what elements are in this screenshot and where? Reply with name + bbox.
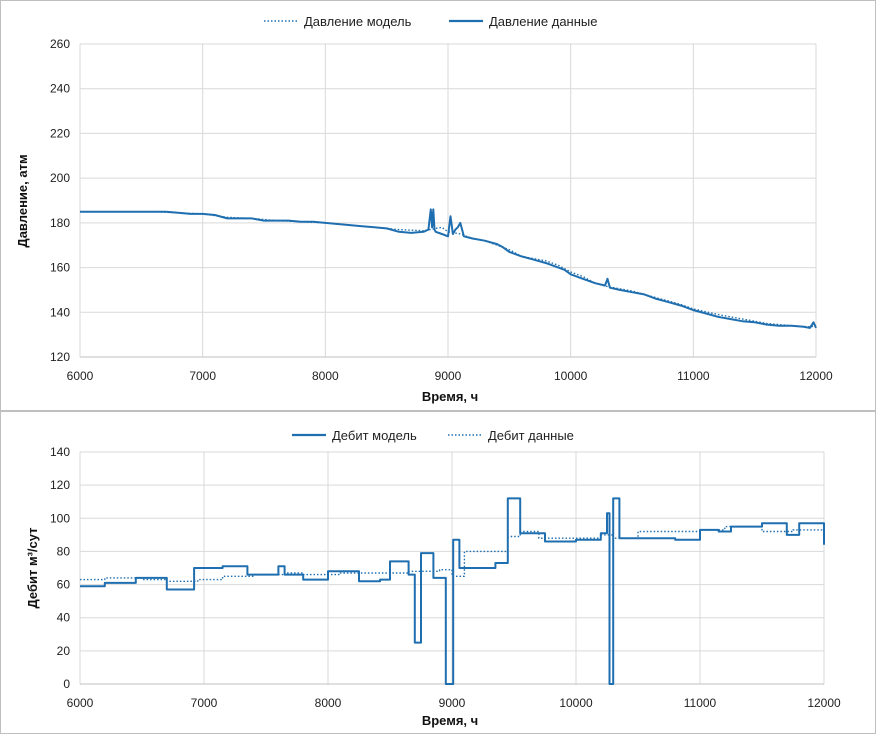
y-tick-label: 120 [50, 478, 70, 492]
x-tick-label: 10000 [559, 696, 593, 710]
pressure-chart: 120 140 160 180 200 220 240 260 6000 7000 8000 900… [15, 14, 833, 404]
y-tick-label: 20 [57, 644, 71, 658]
pressure-y-axis-title: Давление, атм [15, 154, 30, 247]
series-line-flowrate-b [80, 525, 824, 582]
y-tick-label: 220 [50, 126, 70, 140]
x-tick-label: 6000 [67, 369, 94, 383]
x-tick-label: 7000 [189, 369, 216, 383]
legend-label-flowrate-model: Дебит модель [332, 428, 417, 443]
y-tick-label: 100 [50, 511, 70, 525]
x-tick-label: 8000 [312, 369, 339, 383]
y-tick-label: 240 [50, 82, 70, 96]
series-line-pressure-b [80, 208, 817, 329]
x-tick-label: 10000 [554, 369, 588, 383]
flowrate-chart: 0 20 40 60 80 100 120 140 6000 7000 8000 9000 10000… [25, 428, 841, 728]
flowrate-x-ticks: 6000 7000 8000 9000 10000 11000 12000 [67, 696, 841, 710]
x-tick-label: 7000 [191, 696, 218, 710]
flowrate-series [80, 497, 825, 685]
x-tick-label: 11000 [684, 696, 717, 710]
y-tick-label: 160 [50, 261, 70, 275]
top-chart-frame [0, 0, 876, 411]
flowrate-legend: Дебит модель Дебит данные [292, 428, 574, 443]
bottom-chart-frame [0, 411, 876, 734]
pressure-x-ticks: 6000 7000 8000 9000 10000 11000 12000 [67, 369, 833, 383]
x-tick-label: 11000 [677, 369, 710, 383]
flowrate-x-axis-title: Время, ч [422, 713, 478, 728]
y-tick-label: 40 [57, 611, 71, 625]
y-tick-label: 260 [50, 37, 70, 51]
y-tick-label: 120 [50, 350, 70, 364]
y-tick-label: 0 [63, 677, 70, 691]
x-tick-label: 9000 [439, 696, 466, 710]
pressure-y-ticks: 120 140 160 180 200 220 240 260 [50, 37, 70, 364]
flowrate-y-ticks: 0 20 40 60 80 100 120 140 [50, 445, 70, 691]
flowrate-grid [79, 451, 825, 685]
pressure-legend: Давление модель Давление данные [264, 14, 598, 29]
y-tick-label: 60 [57, 578, 71, 592]
pressure-series [80, 208, 817, 329]
y-tick-label: 200 [50, 171, 70, 185]
y-tick-label: 80 [57, 544, 71, 558]
x-tick-label: 12000 [807, 696, 841, 710]
legend-label-flowrate-data: Дебит данные [488, 428, 574, 443]
y-tick-label: 140 [50, 305, 70, 319]
pressure-x-axis-title: Время, ч [422, 389, 478, 404]
flowrate-y-axis-title: Дебит м³/сут [25, 527, 40, 608]
legend-label-pressure-data: Давление данные [489, 14, 598, 29]
legend-label-pressure-model: Давление модель [304, 14, 412, 29]
pressure-grid [79, 43, 817, 358]
x-tick-label: 6000 [67, 696, 94, 710]
x-tick-label: 8000 [315, 696, 342, 710]
y-tick-label: 180 [50, 216, 70, 230]
x-tick-label: 9000 [435, 369, 462, 383]
x-tick-label: 12000 [799, 369, 833, 383]
y-tick-label: 140 [50, 445, 70, 459]
